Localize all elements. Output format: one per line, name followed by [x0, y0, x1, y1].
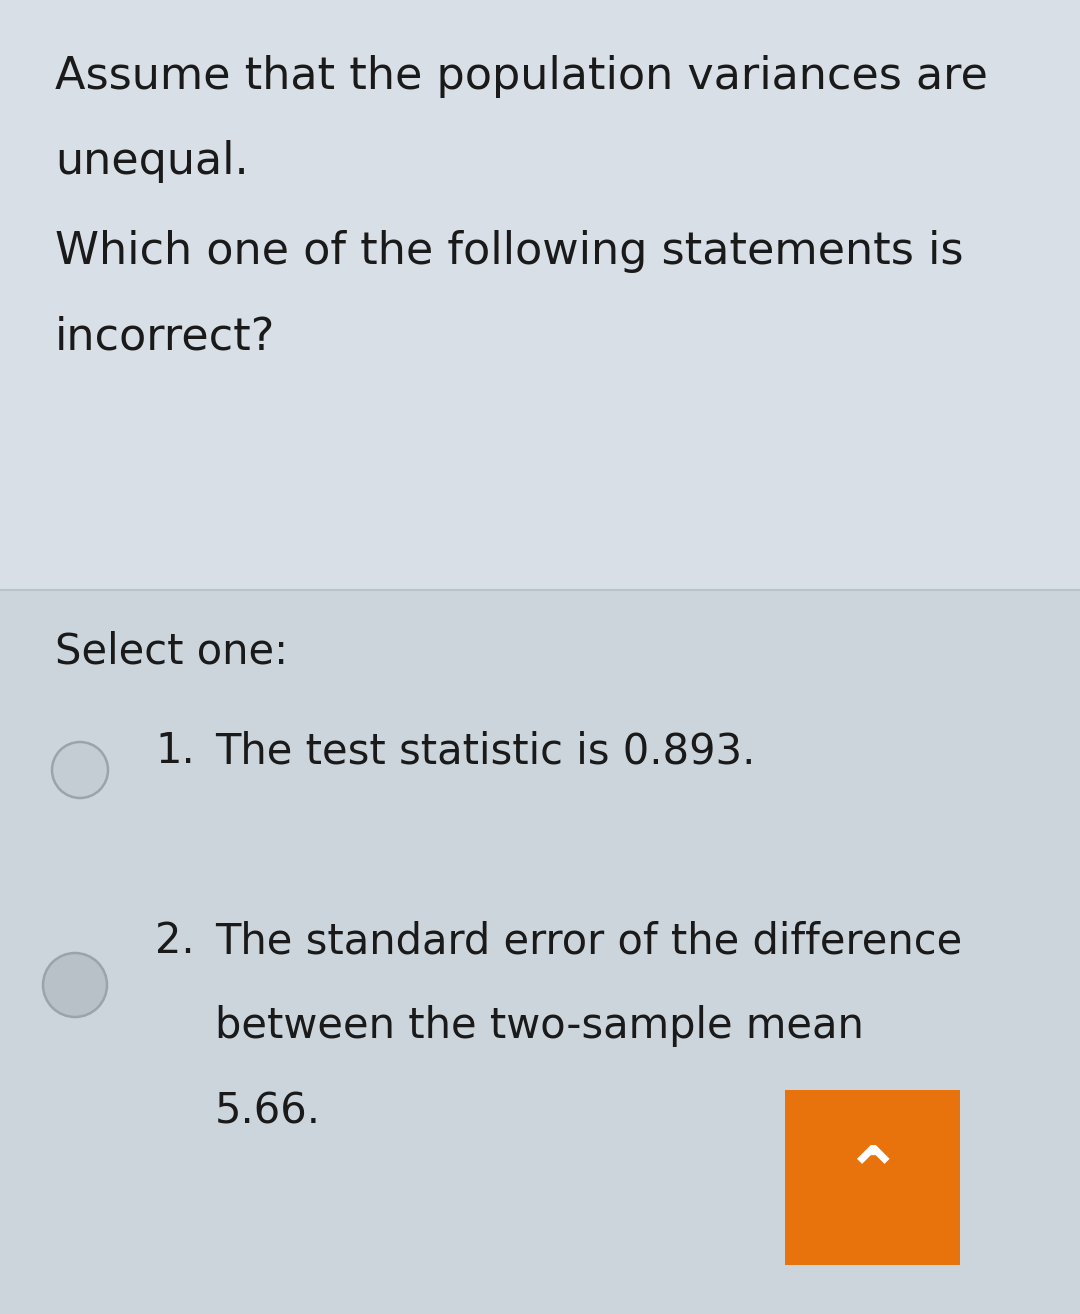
Text: 2.: 2. [156, 920, 194, 962]
Bar [785, 1091, 960, 1265]
Text: Which one of the following statements is: Which one of the following statements is [55, 230, 963, 273]
Text: ⌃: ⌃ [842, 1143, 903, 1212]
Text: unequal.: unequal. [55, 141, 248, 183]
Text: The standard error of the difference: The standard error of the difference [215, 920, 962, 962]
Bar [0, 0, 1080, 590]
Text: 5.66.: 5.66. [215, 1091, 321, 1131]
Bar [0, 590, 1080, 1314]
Text: between the two-sample mean: between the two-sample mean [215, 1005, 864, 1047]
Circle shape [43, 953, 107, 1017]
Text: Select one:: Select one: [55, 629, 288, 671]
Text: Assume that the population variances are: Assume that the population variances are [55, 55, 988, 99]
Text: 1.: 1. [156, 731, 194, 773]
Text: incorrect?: incorrect? [55, 315, 275, 357]
Text: The test statistic is 0.893.: The test statistic is 0.893. [215, 731, 755, 773]
Circle shape [52, 742, 108, 798]
